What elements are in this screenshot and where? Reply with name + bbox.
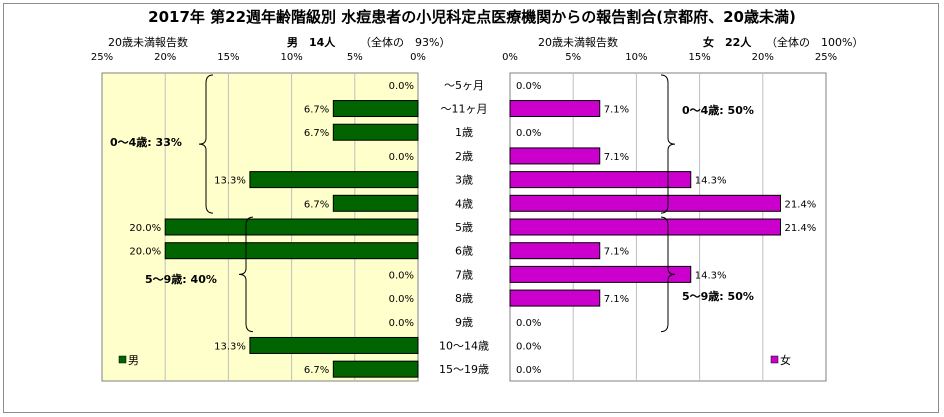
male-legend-label: 男 xyxy=(128,354,139,367)
chart-title: 2017年 第22週年齢階級別 水痘患者の小児科定点医療機関からの報告割合(京都… xyxy=(148,8,796,26)
female-value-label: 7.1% xyxy=(604,247,629,258)
male-bar xyxy=(164,218,419,236)
left-header-sex-count: 男 14人 xyxy=(287,36,336,49)
category-label: 8歳 xyxy=(455,292,473,305)
category-label: 4歳 xyxy=(455,197,473,210)
female-value-label: 7.1% xyxy=(604,152,629,163)
female-value-label: 0.0% xyxy=(516,365,541,376)
left-axis-tick-label: 0% xyxy=(410,52,426,63)
female-bar xyxy=(509,147,601,165)
female-value-label: 0.0% xyxy=(516,128,541,139)
male-value-label: 0.0% xyxy=(389,270,414,281)
female-legend-swatch xyxy=(770,355,779,364)
left-axis-tick-label: 15% xyxy=(217,52,239,63)
male-bar xyxy=(249,171,419,189)
female-value-label: 0.0% xyxy=(516,81,541,92)
male-bar xyxy=(332,194,419,212)
male-legend-swatch xyxy=(118,355,127,364)
right-header-sex-count: 女 22人 xyxy=(703,36,752,49)
category-label: 10～14歳 xyxy=(439,339,489,352)
female-value-label: 0.0% xyxy=(516,341,541,352)
male-0-4-annotation: 0～4歳: 33% xyxy=(110,135,182,149)
male-value-label: 0.0% xyxy=(389,152,414,163)
male-value-label: 0.0% xyxy=(389,318,414,329)
right-axis-tick-label: 25% xyxy=(815,52,837,63)
male-value-label: 6.7% xyxy=(304,105,329,116)
female-5-9-brace xyxy=(660,216,676,333)
female-bar xyxy=(509,218,781,236)
male-bar xyxy=(332,123,419,141)
male-value-label: 20.0% xyxy=(129,223,161,234)
male-value-label: 0.0% xyxy=(389,81,414,92)
male-0-4-brace xyxy=(198,74,214,214)
female-bar xyxy=(509,289,601,307)
female-legend-label: 女 xyxy=(780,353,791,367)
right-axis-tick-label: 15% xyxy=(688,52,710,63)
male-5-9-annotation: 5～9歳: 40% xyxy=(145,272,217,286)
left-header-label: 20歳未満報告数 xyxy=(108,36,188,49)
female-value-label: 21.4% xyxy=(784,223,816,234)
female-value-label: 14.3% xyxy=(695,270,727,281)
female-value-label: 7.1% xyxy=(604,294,629,305)
left-header-count: 男 14人 xyxy=(287,34,335,50)
category-label: 7歳 xyxy=(455,268,473,281)
right-header-label: 20歳未満報告数 xyxy=(538,36,618,49)
female-value-label: 0.0% xyxy=(516,318,541,329)
chart-frame xyxy=(3,3,939,413)
female-5-9-annotation: 5～9歳: 50% xyxy=(682,289,754,303)
category-label: 9歳 xyxy=(455,316,473,329)
left-axis-tick-label: 25% xyxy=(91,52,113,63)
female-bar xyxy=(509,171,692,189)
male-bar xyxy=(332,360,419,378)
category-label: 3歳 xyxy=(455,174,473,187)
category-label: 2歳 xyxy=(455,150,473,163)
left-header-share: （全体の 93%） xyxy=(360,36,451,49)
right-axis-tick-label: 10% xyxy=(625,52,647,63)
female-bar xyxy=(509,265,692,283)
male-bar xyxy=(164,242,419,260)
male-value-label: 6.7% xyxy=(304,128,329,139)
right-axis-tick-label: 20% xyxy=(752,52,774,63)
male-value-label: 6.7% xyxy=(304,199,329,210)
category-label: 6歳 xyxy=(455,245,473,258)
category-label: ～5ヶ月 xyxy=(444,79,484,92)
male-value-label: 0.0% xyxy=(389,294,414,305)
left-axis-tick-label: 10% xyxy=(280,52,302,63)
male-bar xyxy=(249,336,419,354)
male-value-label: 13.3% xyxy=(214,341,246,352)
male-value-label: 6.7% xyxy=(304,365,329,376)
male-bar xyxy=(332,100,419,118)
category-label: 1歳 xyxy=(455,126,473,139)
female-bar xyxy=(509,100,601,118)
left-axis-tick-label: 20% xyxy=(154,52,176,63)
category-label: ～11ヶ月 xyxy=(441,103,488,116)
category-label: 5歳 xyxy=(455,221,473,234)
female-0-4-annotation: 0～4歳: 50% xyxy=(682,103,754,117)
female-value-label: 14.3% xyxy=(695,176,727,187)
male-5-9-brace xyxy=(238,216,254,333)
right-axis-tick-label: 5% xyxy=(565,52,581,63)
right-header-share: （全体の 100%） xyxy=(766,36,864,49)
female-bar xyxy=(509,242,601,260)
male-value-label: 20.0% xyxy=(129,247,161,258)
left-axis-tick-label: 5% xyxy=(347,52,363,63)
right-header-count: 女 22人 xyxy=(703,34,751,50)
right-axis-tick-label: 0% xyxy=(502,52,518,63)
female-value-label: 21.4% xyxy=(784,199,816,210)
female-value-label: 7.1% xyxy=(604,105,629,116)
female-0-4-brace xyxy=(660,74,676,214)
male-value-label: 13.3% xyxy=(214,176,246,187)
category-label: 15～19歳 xyxy=(439,363,489,376)
female-bar xyxy=(509,194,781,212)
